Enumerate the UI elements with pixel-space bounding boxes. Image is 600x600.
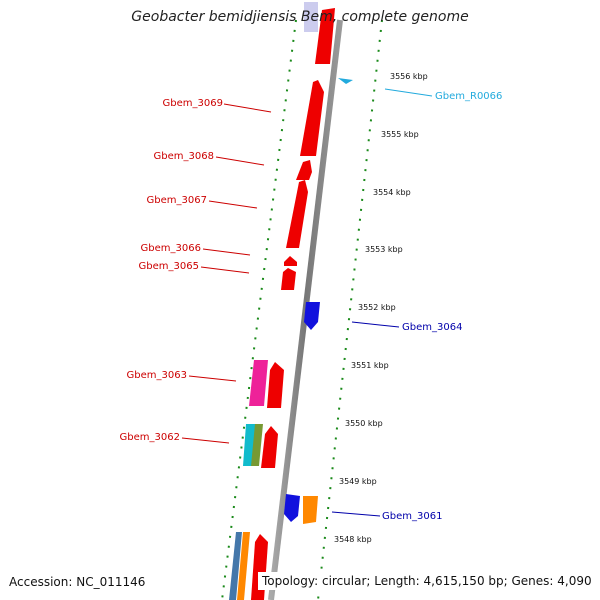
leader-lines — [181, 88, 433, 517]
gene-top-lavender[interactable] — [304, 2, 318, 32]
gene-gbem-3063-red[interactable] — [267, 362, 284, 408]
map-title: Geobacter bemidjiensis Bem, complete gen… — [131, 9, 469, 25]
kbp-label: 3551 kbp — [351, 361, 389, 370]
right-gene-labels: Gbem_R0066 Gbem_3064 Gbem_3061 — [382, 91, 502, 522]
gene-gbem-3068[interactable] — [296, 160, 312, 180]
kbp-label: 3548 kbp — [334, 535, 372, 544]
gene-label[interactable]: Gbem_3061 — [382, 511, 442, 522]
kbp-label: 3555 kbp — [381, 130, 419, 139]
kbp-label: 3550 kbp — [345, 419, 383, 428]
kbp-label: 3554 kbp — [373, 188, 411, 197]
gene-label[interactable]: Gbem_3063 — [127, 370, 187, 381]
gene-gbem-3063-pink[interactable] — [249, 360, 268, 406]
gene-gbem-3065[interactable] — [281, 268, 296, 290]
kbp-label: 3549 kbp — [339, 477, 377, 486]
kbp-label: 3556 kbp — [390, 72, 428, 81]
left-gene-labels: Gbem_3069 Gbem_3068 Gbem_3067 Gbem_3066 … — [120, 98, 223, 443]
gene-bottom-orange[interactable] — [237, 532, 250, 600]
gene-label[interactable]: Gbem_3064 — [402, 322, 462, 333]
gene-top-red[interactable] — [315, 8, 335, 64]
topology-label: Topology: circular; Length: 4,615,150 bp… — [258, 572, 596, 590]
gene-gbem-3067[interactable] — [286, 180, 308, 248]
trna-gbem-r0066-marker[interactable] — [338, 78, 353, 84]
gene-label[interactable]: Gbem_3066 — [141, 243, 201, 254]
gene-gbem-3069[interactable] — [300, 80, 324, 156]
gene-bottom-steel[interactable] — [229, 532, 242, 600]
gene-label-rna[interactable]: Gbem_R0066 — [435, 91, 502, 102]
accession-label: Accession: NC_011146 — [9, 575, 146, 589]
kbp-label: 3553 kbp — [365, 245, 403, 254]
gene-label[interactable]: Gbem_3062 — [120, 432, 180, 443]
kbp-scale: 3556 kbp 3555 kbp 3554 kbp 3553 kbp 3552… — [334, 72, 428, 544]
genes — [229, 2, 353, 600]
gene-gbem-3062-red[interactable] — [261, 426, 278, 468]
gene-gbem-3061-orange[interactable] — [303, 496, 318, 524]
gene-label[interactable]: Gbem_3069 — [163, 98, 223, 109]
gene-gbem-3062-olive[interactable] — [251, 424, 263, 466]
kbp-label: 3552 kbp — [358, 303, 396, 312]
gene-label[interactable]: Gbem_3068 — [154, 151, 214, 162]
gene-gbem-3064[interactable] — [304, 302, 320, 330]
gene-bottom-red[interactable] — [251, 534, 268, 600]
gene-gbem-3061-blue[interactable] — [284, 494, 300, 522]
gene-label[interactable]: Gbem_3067 — [147, 195, 207, 206]
gene-gbem-3066[interactable] — [284, 256, 297, 266]
outer-right-track — [317, 19, 383, 600]
gene-label[interactable]: Gbem_3065 — [139, 261, 199, 272]
